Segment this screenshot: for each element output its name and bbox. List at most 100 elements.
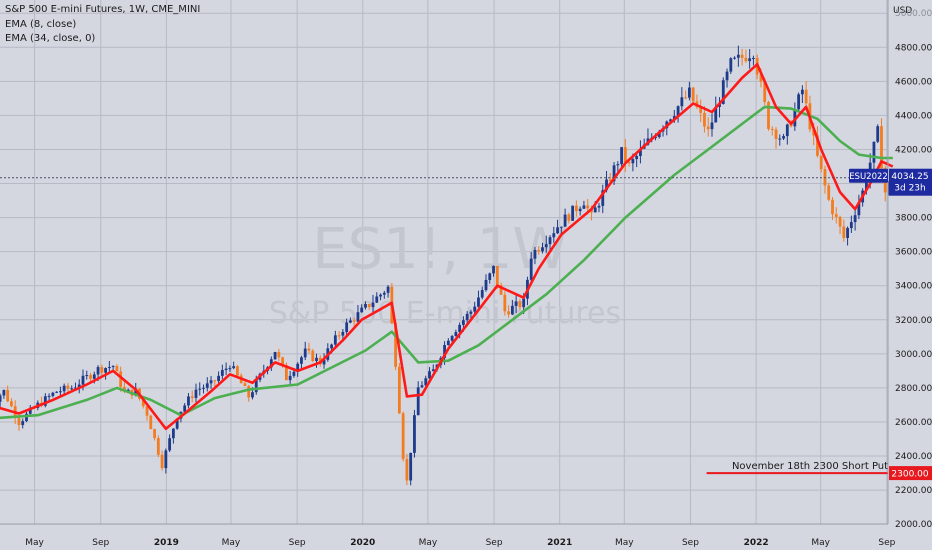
symbol-badge: ESU2022 — [849, 172, 888, 182]
candle-body-201 — [744, 57, 748, 62]
candle-body-205 — [759, 74, 763, 82]
candle-body-53 — [187, 396, 190, 406]
candle-body-181 — [669, 119, 672, 122]
y-tick-label-9: 3200.00 — [895, 316, 932, 326]
candle-body-132 — [484, 279, 488, 291]
candle-body-187 — [691, 87, 695, 102]
candle-body-183 — [676, 106, 680, 117]
candle-body-48 — [168, 438, 172, 451]
candle-body-70 — [251, 392, 254, 398]
candle-body-47 — [164, 450, 168, 469]
candle-body-71 — [254, 379, 258, 393]
candle-body-173 — [639, 148, 642, 156]
candle-body-33 — [111, 366, 115, 368]
candle-body-144 — [529, 258, 533, 280]
candle-body-44 — [153, 429, 156, 439]
candle-body-79 — [284, 365, 288, 381]
candle-body-195 — [721, 80, 725, 104]
candle-body-220 — [816, 135, 819, 156]
candle-body-124 — [454, 332, 458, 336]
candle-body-22 — [70, 388, 74, 390]
candle-body-233 — [865, 181, 868, 191]
candle-body-60 — [213, 380, 217, 382]
x-tick-label-6: May — [419, 538, 438, 548]
candle-body-117 — [428, 371, 431, 379]
candle-body-64 — [228, 368, 232, 370]
x-tick-label-3: May — [222, 538, 241, 548]
candle-body-157 — [578, 208, 582, 212]
candle-body-80 — [288, 375, 292, 381]
candle-body-23 — [74, 387, 77, 389]
candle-body-32 — [107, 367, 111, 369]
candle-body-118 — [431, 369, 435, 372]
candle-body-152 — [559, 226, 563, 228]
candle-body-139 — [510, 305, 514, 315]
candle-body-59 — [209, 380, 213, 384]
candle-body-112 — [409, 452, 413, 481]
candle-body-77 — [277, 352, 281, 358]
candle-body-197 — [729, 58, 733, 72]
candle-body-153 — [563, 214, 567, 227]
candle-body-56 — [198, 388, 202, 390]
candle-body-91 — [330, 344, 333, 349]
candle-body-211 — [782, 136, 785, 139]
candle-body-236 — [876, 126, 880, 142]
candle-body-102 — [371, 302, 375, 308]
watermark-symbol: ES1!, 1W — [312, 217, 568, 282]
candle-body-114 — [416, 387, 420, 416]
y-tick-label-2: 4600.00 — [895, 77, 932, 87]
candle-body-121 — [443, 345, 446, 358]
candle-body-27 — [89, 375, 92, 379]
candle-body-231 — [857, 202, 861, 216]
candle-body-149 — [548, 237, 552, 245]
candle-body-18 — [55, 391, 59, 393]
candle-body-69 — [247, 386, 251, 398]
candle-body-138 — [507, 311, 511, 315]
y-tick-label-0: 5000.00 — [895, 9, 932, 19]
candle-body-105 — [382, 292, 386, 295]
candle-body-34 — [115, 366, 119, 372]
x-tick-label-8: 2021 — [547, 538, 572, 548]
candle-body-8 — [17, 417, 21, 426]
candle-body-210 — [778, 138, 782, 140]
candle-body-66 — [236, 366, 239, 376]
x-tick-label-13: Sep — [878, 538, 895, 548]
candle-body-101 — [367, 303, 371, 308]
candle-body-129 — [473, 306, 477, 312]
candle-body-216 — [800, 89, 804, 95]
candle-body-145 — [533, 249, 537, 259]
candle-body-207 — [767, 102, 770, 129]
short-put-price-badge-bg — [889, 466, 932, 481]
candle-body-4 — [2, 389, 6, 396]
candle-body-146 — [537, 249, 541, 252]
candle-body-96 — [349, 320, 352, 323]
candle-body-62 — [220, 370, 224, 376]
candle-body-100 — [364, 303, 367, 308]
candle-body-184 — [680, 97, 684, 107]
candle-body-170 — [627, 162, 631, 164]
candle-body-209 — [774, 129, 778, 139]
candle-body-147 — [541, 247, 544, 252]
candle-body-190 — [703, 112, 706, 127]
candle-body-89 — [322, 359, 326, 365]
candle-body-39 — [134, 388, 138, 396]
y-tick-label-7: 3600.00 — [895, 248, 932, 258]
x-tick-label-1: Sep — [92, 538, 109, 548]
candle-body-113 — [413, 415, 416, 453]
candle-body-193 — [714, 106, 718, 123]
y-tick-label-12: 2600.00 — [895, 418, 932, 428]
x-tick-label-7: Sep — [486, 538, 503, 548]
candle-body-95 — [345, 322, 349, 332]
symbol-badge-bg — [849, 168, 888, 183]
candle-body-10 — [25, 413, 28, 422]
x-tick-label-4: Sep — [289, 538, 306, 548]
candle-body-140 — [514, 301, 518, 306]
candle-body-185 — [684, 97, 688, 99]
candle-body-50 — [175, 418, 179, 429]
y-tick-label-15: 2000.00 — [895, 520, 932, 530]
candle-body-108 — [394, 323, 398, 367]
candle-body-61 — [217, 375, 220, 381]
candle-body-84 — [303, 348, 307, 358]
candle-body-165 — [608, 179, 612, 182]
